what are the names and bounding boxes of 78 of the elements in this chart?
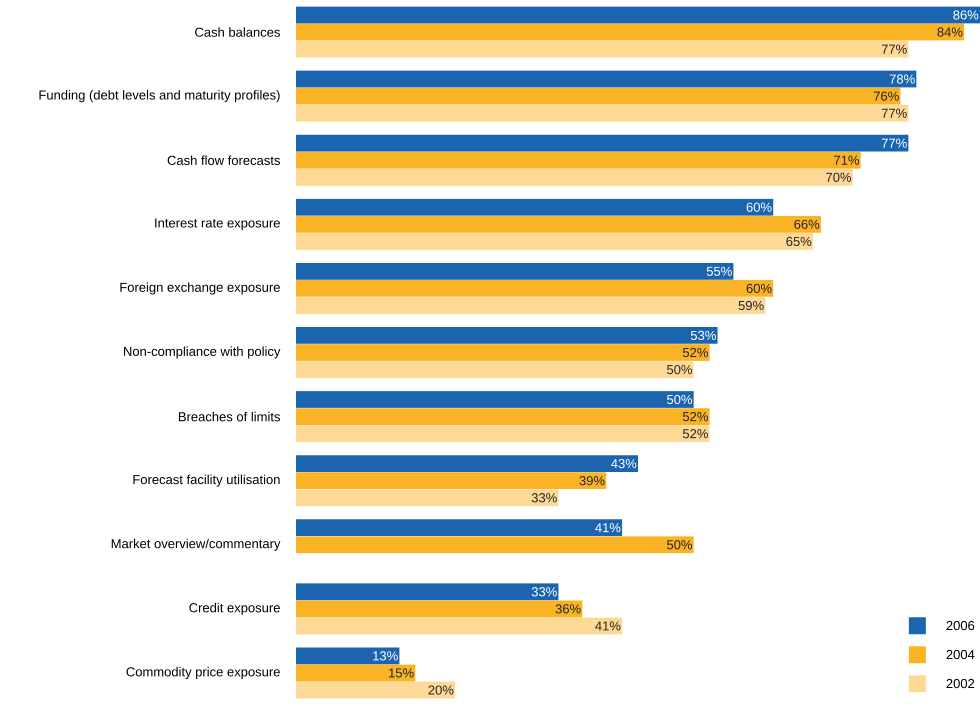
bar (296, 618, 622, 634)
bar (296, 583, 558, 600)
data-label: 77% (882, 138, 907, 148)
bar (296, 152, 861, 169)
y-tick-label: Commodity price exposure (126, 666, 280, 680)
data-label: 77% (882, 108, 907, 118)
bar (296, 280, 774, 297)
data-label: 66% (794, 220, 820, 229)
bar (296, 664, 416, 682)
legend-label: 2004 (946, 650, 974, 660)
data-label: 59% (738, 300, 764, 310)
bar (296, 134, 908, 152)
data-label: 52% (682, 412, 708, 422)
y-tick-label: Foreign exchange exposure (120, 282, 280, 294)
bar (296, 391, 694, 408)
data-label: 13% (373, 651, 398, 660)
y-tick-label: Interest rate exposure (155, 218, 280, 230)
data-label: 77% (882, 44, 907, 54)
y-tick-label: Cash balances (195, 27, 280, 37)
y-tick-label: Non-compliance with policy (124, 346, 280, 359)
bar (296, 6, 980, 24)
bar (296, 168, 853, 186)
bar (296, 198, 774, 216)
data-label: 60% (746, 284, 772, 294)
data-label: 60% (746, 202, 772, 212)
bar (296, 24, 964, 40)
data-label: 52% (682, 348, 708, 358)
bar (296, 600, 582, 618)
bar (296, 344, 710, 361)
data-label: 70% (826, 172, 852, 182)
data-label: 52% (682, 429, 708, 438)
bar (296, 262, 734, 280)
bar (296, 536, 694, 554)
bar (296, 425, 710, 442)
bar (296, 519, 622, 536)
bar (296, 472, 606, 490)
bar (296, 88, 900, 105)
data-label: 43% (611, 458, 636, 468)
y-tick-label: Breaches of limits (178, 412, 280, 422)
bar (296, 361, 694, 378)
bar (296, 647, 400, 664)
bar (296, 682, 456, 698)
bar (296, 216, 821, 233)
data-label: 39% (579, 476, 605, 486)
data-label: 65% (786, 236, 812, 246)
legend-label: 2006 (946, 620, 974, 630)
data-label: 53% (690, 330, 716, 340)
bar (296, 104, 908, 122)
data-label: 50% (666, 364, 692, 374)
y-tick-label: Forecast facility utilisation (133, 474, 280, 487)
y-tick-label: Market overview/commentary (112, 538, 280, 551)
bar (296, 489, 558, 506)
data-label: 71% (834, 156, 860, 165)
y-tick-label: Cash flow forecasts (168, 155, 280, 165)
y-tick-label: Credit exposure (189, 602, 280, 615)
legend-label: 2002 (946, 678, 974, 688)
data-label: 41% (595, 523, 620, 532)
y-tick-label: Funding (debt levels and maturity profiles) (39, 90, 280, 102)
data-label: 84% (937, 27, 962, 37)
bar (296, 297, 766, 314)
data-label: 76% (874, 92, 899, 101)
data-label: 41% (595, 621, 620, 631)
bar (296, 408, 710, 425)
data-label: 15% (389, 668, 414, 678)
data-label: 55% (706, 266, 732, 276)
bar (296, 233, 813, 250)
data-label: 33% (532, 587, 557, 596)
bar (296, 40, 908, 58)
data-label: 20% (428, 685, 454, 695)
bar (296, 327, 718, 344)
data-label: 36% (556, 604, 581, 614)
data-label: 33% (532, 493, 557, 502)
data-label: 50% (666, 540, 692, 550)
bar (296, 455, 638, 472)
data-label: 86% (953, 10, 978, 20)
data-label: 78% (890, 74, 915, 84)
bar (296, 70, 916, 88)
data-label: 50% (666, 394, 692, 404)
